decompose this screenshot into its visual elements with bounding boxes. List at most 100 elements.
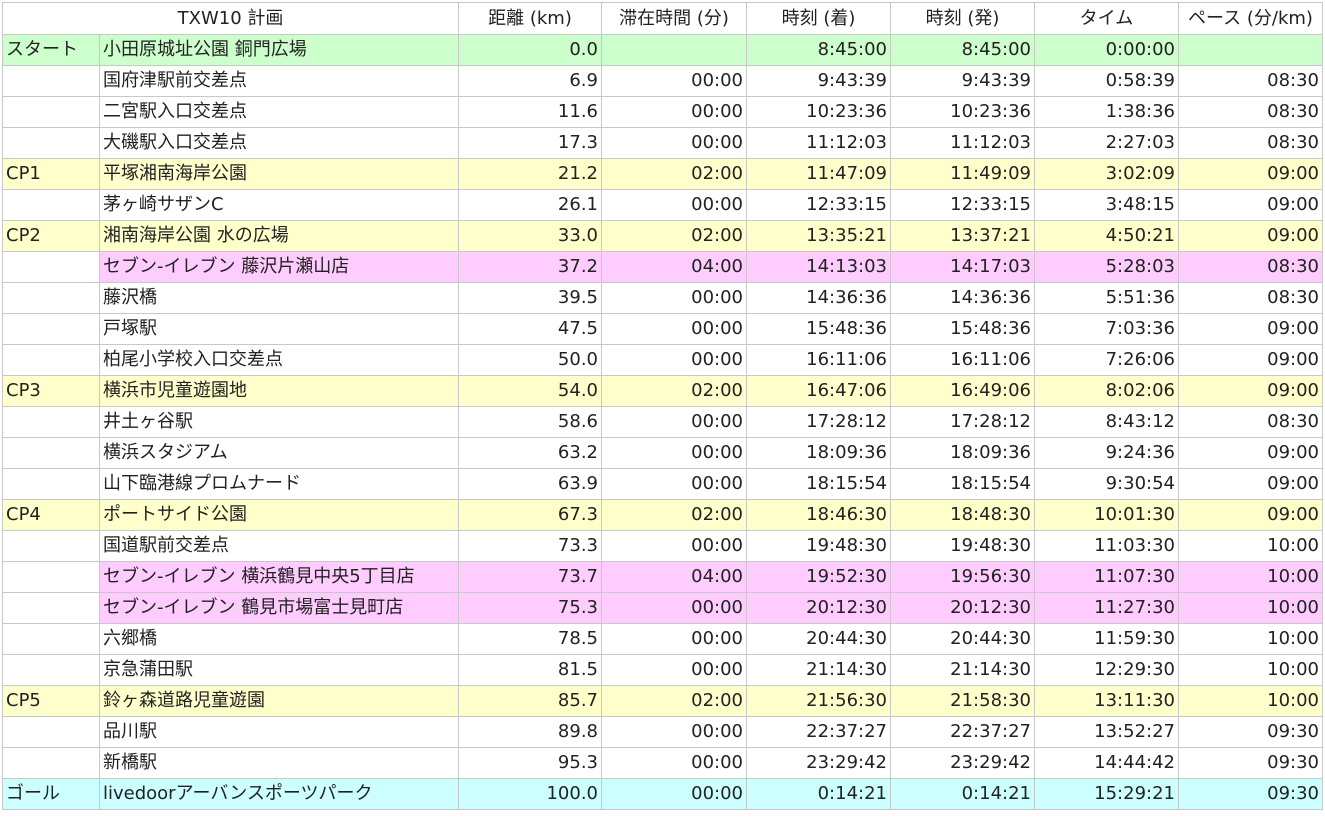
arrive-time-cell[interactable]: 18:46:30	[746, 499, 891, 531]
pace-cell[interactable]: 09:30	[1178, 716, 1323, 748]
stay-cell[interactable]: 00:00	[601, 127, 747, 159]
stay-cell[interactable]: 00:00	[601, 654, 747, 686]
pace-cell[interactable]: 09:00	[1178, 220, 1323, 252]
stay-cell[interactable]: 00:00	[601, 530, 747, 562]
header-time[interactable]: タイム	[1034, 2, 1179, 35]
location-cell[interactable]: 国道駅前交差点	[99, 530, 459, 562]
depart-time-cell[interactable]: 18:48:30	[890, 499, 1035, 531]
depart-time-cell[interactable]: 22:37:27	[890, 716, 1035, 748]
depart-time-cell[interactable]: 20:12:30	[890, 592, 1035, 624]
label-cell[interactable]	[2, 189, 100, 221]
elapsed-time-cell[interactable]: 9:30:54	[1034, 468, 1179, 500]
location-cell[interactable]: 山下臨港線プロムナード	[99, 468, 459, 500]
stay-cell[interactable]: 00:00	[601, 406, 747, 438]
pace-cell[interactable]: 10:00	[1178, 561, 1323, 593]
label-cell[interactable]	[2, 623, 100, 655]
location-cell[interactable]: ポートサイド公園	[99, 499, 459, 531]
stay-cell[interactable]: 00:00	[601, 437, 747, 469]
label-cell[interactable]	[2, 251, 100, 283]
arrive-time-cell[interactable]: 20:44:30	[746, 623, 891, 655]
elapsed-time-cell[interactable]: 4:50:21	[1034, 220, 1179, 252]
distance-cell[interactable]: 63.9	[458, 468, 602, 500]
elapsed-time-cell[interactable]: 3:02:09	[1034, 158, 1179, 190]
pace-cell[interactable]: 09:00	[1178, 499, 1323, 531]
distance-cell[interactable]: 73.7	[458, 561, 602, 593]
distance-cell[interactable]: 63.2	[458, 437, 602, 469]
depart-time-cell[interactable]: 13:37:21	[890, 220, 1035, 252]
header-plan[interactable]: TXW10 計画	[2, 2, 459, 35]
distance-cell[interactable]: 78.5	[458, 623, 602, 655]
elapsed-time-cell[interactable]: 11:59:30	[1034, 623, 1179, 655]
elapsed-time-cell[interactable]: 14:44:42	[1034, 747, 1179, 779]
location-cell[interactable]: 大磯駅入口交差点	[99, 127, 459, 159]
location-cell[interactable]: 二宮駅入口交差点	[99, 96, 459, 128]
label-cell[interactable]: CP2	[2, 220, 100, 252]
distance-cell[interactable]: 95.3	[458, 747, 602, 779]
stay-cell[interactable]: 04:00	[601, 561, 747, 593]
arrive-time-cell[interactable]: 21:14:30	[746, 654, 891, 686]
arrive-time-cell[interactable]: 23:29:42	[746, 747, 891, 779]
depart-time-cell[interactable]: 15:48:36	[890, 313, 1035, 345]
distance-cell[interactable]: 26.1	[458, 189, 602, 221]
label-cell[interactable]	[2, 437, 100, 469]
pace-cell[interactable]: 09:00	[1178, 468, 1323, 500]
label-cell[interactable]	[2, 561, 100, 593]
arrive-time-cell[interactable]: 16:11:06	[746, 344, 891, 376]
distance-cell[interactable]: 11.6	[458, 96, 602, 128]
depart-time-cell[interactable]: 18:09:36	[890, 437, 1035, 469]
location-cell[interactable]: セブン-イレブン 鶴見市場富士見町店	[99, 592, 459, 624]
stay-cell[interactable]: 00:00	[601, 282, 747, 314]
elapsed-time-cell[interactable]: 8:43:12	[1034, 406, 1179, 438]
elapsed-time-cell[interactable]: 9:24:36	[1034, 437, 1179, 469]
label-cell[interactable]: CP1	[2, 158, 100, 190]
stay-cell[interactable]: 00:00	[601, 344, 747, 376]
depart-time-cell[interactable]: 23:29:42	[890, 747, 1035, 779]
elapsed-time-cell[interactable]: 7:26:06	[1034, 344, 1179, 376]
pace-cell[interactable]: 08:30	[1178, 96, 1323, 128]
elapsed-time-cell[interactable]: 1:38:36	[1034, 96, 1179, 128]
arrive-time-cell[interactable]: 11:47:09	[746, 158, 891, 190]
pace-cell[interactable]: 09:30	[1178, 747, 1323, 779]
pace-cell[interactable]: 08:30	[1178, 282, 1323, 314]
arrive-time-cell[interactable]: 13:35:21	[746, 220, 891, 252]
elapsed-time-cell[interactable]: 0:58:39	[1034, 65, 1179, 97]
pace-cell[interactable]: 09:00	[1178, 313, 1323, 345]
elapsed-time-cell[interactable]: 5:51:36	[1034, 282, 1179, 314]
depart-time-cell[interactable]: 16:11:06	[890, 344, 1035, 376]
arrive-time-cell[interactable]: 22:37:27	[746, 716, 891, 748]
arrive-time-cell[interactable]: 21:56:30	[746, 685, 891, 717]
depart-time-cell[interactable]: 9:43:39	[890, 65, 1035, 97]
elapsed-time-cell[interactable]: 2:27:03	[1034, 127, 1179, 159]
label-cell[interactable]	[2, 530, 100, 562]
depart-time-cell[interactable]: 19:56:30	[890, 561, 1035, 593]
label-cell[interactable]	[2, 313, 100, 345]
stay-cell[interactable]: 00:00	[601, 778, 747, 810]
arrive-time-cell[interactable]: 20:12:30	[746, 592, 891, 624]
distance-cell[interactable]: 67.3	[458, 499, 602, 531]
pace-cell[interactable]: 09:00	[1178, 189, 1323, 221]
label-cell[interactable]	[2, 406, 100, 438]
stay-cell[interactable]: 02:00	[601, 499, 747, 531]
elapsed-time-cell[interactable]: 15:29:21	[1034, 778, 1179, 810]
distance-cell[interactable]: 75.3	[458, 592, 602, 624]
pace-cell[interactable]: 09:00	[1178, 158, 1323, 190]
distance-cell[interactable]: 47.5	[458, 313, 602, 345]
distance-cell[interactable]: 81.5	[458, 654, 602, 686]
depart-time-cell[interactable]: 20:44:30	[890, 623, 1035, 655]
elapsed-time-cell[interactable]: 3:48:15	[1034, 189, 1179, 221]
location-cell[interactable]: セブン-イレブン 藤沢片瀬山店	[99, 251, 459, 283]
distance-cell[interactable]: 73.3	[458, 530, 602, 562]
label-cell[interactable]: CP5	[2, 685, 100, 717]
stay-cell[interactable]: 00:00	[601, 313, 747, 345]
arrive-time-cell[interactable]: 15:48:36	[746, 313, 891, 345]
stay-cell[interactable]: 00:00	[601, 623, 747, 655]
distance-cell[interactable]: 85.7	[458, 685, 602, 717]
distance-cell[interactable]: 50.0	[458, 344, 602, 376]
depart-time-cell[interactable]: 11:49:09	[890, 158, 1035, 190]
label-cell[interactable]: ゴール	[2, 778, 100, 810]
header-arrive[interactable]: 時刻 (着)	[746, 2, 891, 35]
stay-cell[interactable]: 00:00	[601, 592, 747, 624]
elapsed-time-cell[interactable]: 13:52:27	[1034, 716, 1179, 748]
pace-cell[interactable]: 10:00	[1178, 685, 1323, 717]
depart-time-cell[interactable]: 0:14:21	[890, 778, 1035, 810]
